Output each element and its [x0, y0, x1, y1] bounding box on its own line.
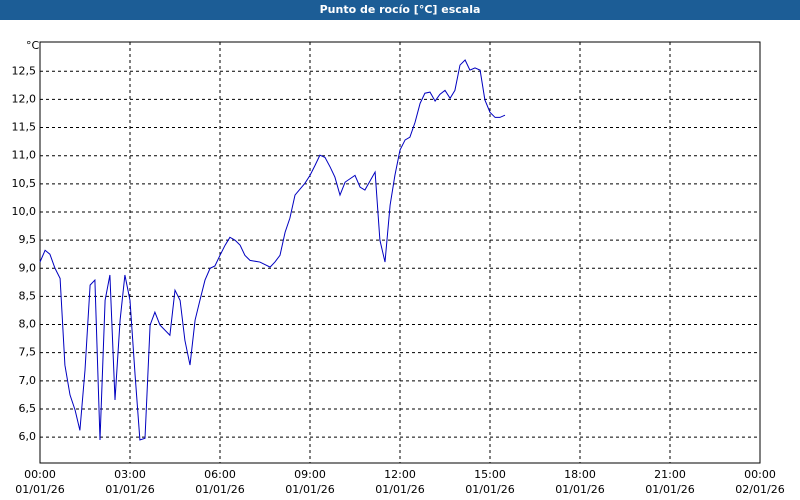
- x-tick-label: 15:00: [474, 468, 506, 481]
- x-tick-date: 01/01/26: [15, 483, 64, 496]
- y-tick-label: 8,0: [19, 318, 37, 331]
- y-tick-label: 7,0: [19, 374, 37, 387]
- x-tick-label: 03:00: [114, 468, 146, 481]
- y-tick-label: 9,5: [19, 233, 37, 246]
- x-tick-label: 06:00: [204, 468, 236, 481]
- x-tick-date: 01/01/26: [645, 483, 694, 496]
- x-tick-date: 01/01/26: [555, 483, 604, 496]
- x-tick-date: 01/01/26: [465, 483, 514, 496]
- x-tick-label: 09:00: [294, 468, 326, 481]
- x-tick-label: 21:00: [654, 468, 686, 481]
- y-tick-label: 10,5: [12, 177, 37, 190]
- y-tick-label: 9,0: [19, 261, 37, 274]
- y-tick-label: 12,5: [12, 64, 37, 77]
- y-tick-label: 10,0: [12, 205, 37, 218]
- y-tick-label: 6,0: [19, 430, 37, 443]
- chart-title: Punto de rocío [°C] escala: [320, 3, 481, 16]
- y-tick-label: 12,0: [12, 92, 37, 105]
- x-tick-date: 01/01/26: [105, 483, 154, 496]
- y-tick-label: 6,5: [19, 402, 37, 415]
- x-tick-label: 00:00: [744, 468, 776, 481]
- x-tick-label: 18:00: [564, 468, 596, 481]
- title-bar: [0, 0, 800, 20]
- x-tick-date: 01/01/26: [375, 483, 424, 496]
- y-tick-label: 11,5: [12, 121, 37, 134]
- x-tick-date: 01/01/26: [195, 483, 244, 496]
- x-tick-label: 12:00: [384, 468, 416, 481]
- x-tick-date: 01/01/26: [285, 483, 334, 496]
- y-tick-label: 11,0: [12, 149, 37, 162]
- y-tick-label: 7,5: [19, 346, 37, 359]
- series-line: [39, 59, 506, 441]
- x-tick-date: 02/01/26: [735, 483, 784, 496]
- y-tick-label: 8,5: [19, 289, 37, 302]
- x-tick-label: 00:00: [24, 468, 56, 481]
- y-unit: °C: [26, 39, 40, 52]
